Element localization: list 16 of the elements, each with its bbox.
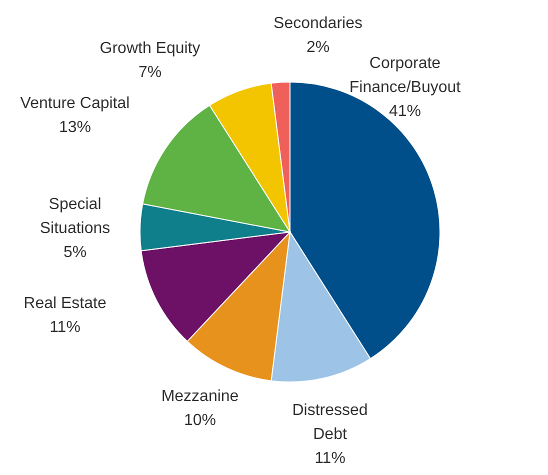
- slice-label: Secondaries: [274, 15, 362, 32]
- data-label: 13%: [58, 119, 92, 136]
- slice-label: Mezzanine: [161, 388, 239, 405]
- data-label: 2%: [306, 39, 330, 56]
- slice-label: Growth Equity: [100, 40, 200, 57]
- data-label: 41%: [388, 103, 422, 120]
- slice-label: Special Situations: [40, 196, 110, 237]
- data-label: 7%: [138, 64, 162, 81]
- slice-label: Distressed Debt: [292, 402, 368, 443]
- data-label: 10%: [184, 412, 216, 429]
- slice-label: Corporate Finance/Buyout: [349, 55, 462, 96]
- data-label: 11%: [314, 450, 346, 467]
- data-label: 5%: [63, 244, 87, 261]
- slice-label: Venture Capital: [20, 95, 130, 112]
- slice-label: Real Estate: [24, 295, 106, 312]
- data-label: 11%: [50, 319, 80, 336]
